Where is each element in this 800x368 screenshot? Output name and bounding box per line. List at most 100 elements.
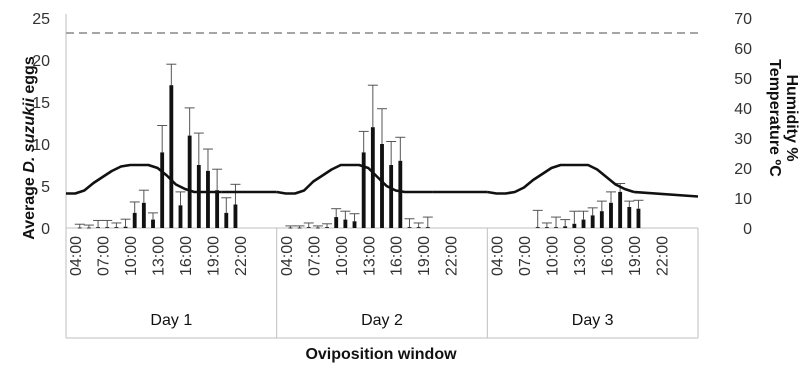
bar [636,208,641,228]
bar [297,227,302,229]
bar [398,160,403,228]
bar [407,227,412,228]
x-tick-label: 19:00 [627,236,644,276]
bar [288,227,293,229]
x-tick-label: 10:00 [334,236,351,276]
bar [206,170,210,228]
bar [178,205,183,228]
x-tick-label: 19:00 [416,236,433,276]
bar [389,165,394,228]
bar [352,221,357,228]
bar [380,144,384,228]
x-tick-label: 16:00 [599,236,616,276]
y-right-tick-label: 40 [734,101,752,118]
bar [609,202,613,228]
lines-layer [66,32,699,198]
bar [132,212,137,228]
bar [86,227,91,229]
day-label: Day 1 [150,312,192,329]
y-left-tick-label: 15 [32,95,50,112]
y-left-tick-label: 25 [32,11,50,28]
x-tick-label: 13:00 [151,236,168,276]
y-left-tick-label: 0 [41,221,50,238]
bar [599,211,604,228]
bar [361,152,366,228]
bar [416,227,421,228]
bar [233,204,238,228]
x-axis-title: Oviposition window [305,346,457,363]
temperature-line [276,163,433,195]
y-right-tick-label: 50 [734,71,752,88]
y-axis-left-title-species: D. suzukii [21,98,38,173]
day-labels-layer: Day 1 Day 2 Day 3 [150,312,613,329]
temperature-line [487,163,635,195]
bar [315,227,320,229]
x-tick-label: 10:00 [544,236,561,276]
bar [535,227,540,228]
y-axis-left-title: Average D. suzukii eggs [21,56,38,240]
x-tick-label: 22:00 [444,236,461,276]
x-tick-label: 04:00 [68,236,85,276]
bar [563,226,568,228]
bar [141,202,146,228]
x-tick-label: 07:00 [306,236,323,276]
bar [306,227,311,228]
bar [224,212,229,228]
x-tick-label: 19:00 [206,236,223,276]
y-left-tick-label: 20 [32,53,50,70]
x-tick-label: 16:00 [178,236,195,276]
bar [554,227,558,228]
y-left-tick-label: 5 [41,179,50,196]
bar [343,219,348,228]
y-right-tick-label: 60 [734,41,752,58]
x-tick-label: 04:00 [279,236,296,276]
bar [572,223,577,228]
bar [187,135,192,228]
y-right-tick-label: 0 [743,221,752,238]
bar [544,227,549,228]
ticks-layer: 0 5 10 15 20 25 0 10 20 30 40 50 60 70 04:00 07:00 10:00… [32,11,752,276]
y-left-tick-label: 10 [32,137,50,154]
x-tick-label: 13:00 [361,236,378,276]
bar [160,152,165,228]
y-axis-left-title-part3: eggs [21,56,38,98]
bar [169,85,174,228]
bar [215,190,220,228]
bar [77,227,82,229]
bar [627,207,632,228]
y-right-tick-label: 20 [734,161,752,178]
y-axis-right-title-temperature: Temperature ºC [766,59,783,177]
bar [590,215,595,228]
bar [96,227,100,228]
x-tick-label: 10:00 [123,236,140,276]
bar [581,219,586,228]
bar [105,227,110,228]
bar [123,226,128,228]
bar [325,227,329,228]
bar [196,165,201,228]
y-right-tick-label: 70 [734,11,752,28]
bar [618,191,623,228]
y-axis-left-title-part1: Average [21,173,38,240]
bars-layer [74,63,644,229]
x-tick-label: 22:00 [654,236,671,276]
x-tick-label: 07:00 [517,236,534,276]
bar [151,219,155,228]
bar [425,227,430,228]
temperature-line [66,163,222,195]
x-tick-label: 22:00 [233,236,250,276]
x-tick-label: 13:00 [572,236,589,276]
bar [370,127,375,228]
y-right-tick-label: 10 [734,191,752,208]
y-axis-right-title-humidity: Humidity % [783,74,800,161]
x-tick-label: 04:00 [490,236,507,276]
bar [114,227,119,228]
bar [334,217,339,228]
x-tick-label: 16:00 [389,236,406,276]
x-tick-label: 07:00 [96,236,113,276]
y-right-tick-label: 30 [734,131,752,148]
temperature-line-tail [633,190,699,198]
day-label: Day 3 [572,312,614,329]
